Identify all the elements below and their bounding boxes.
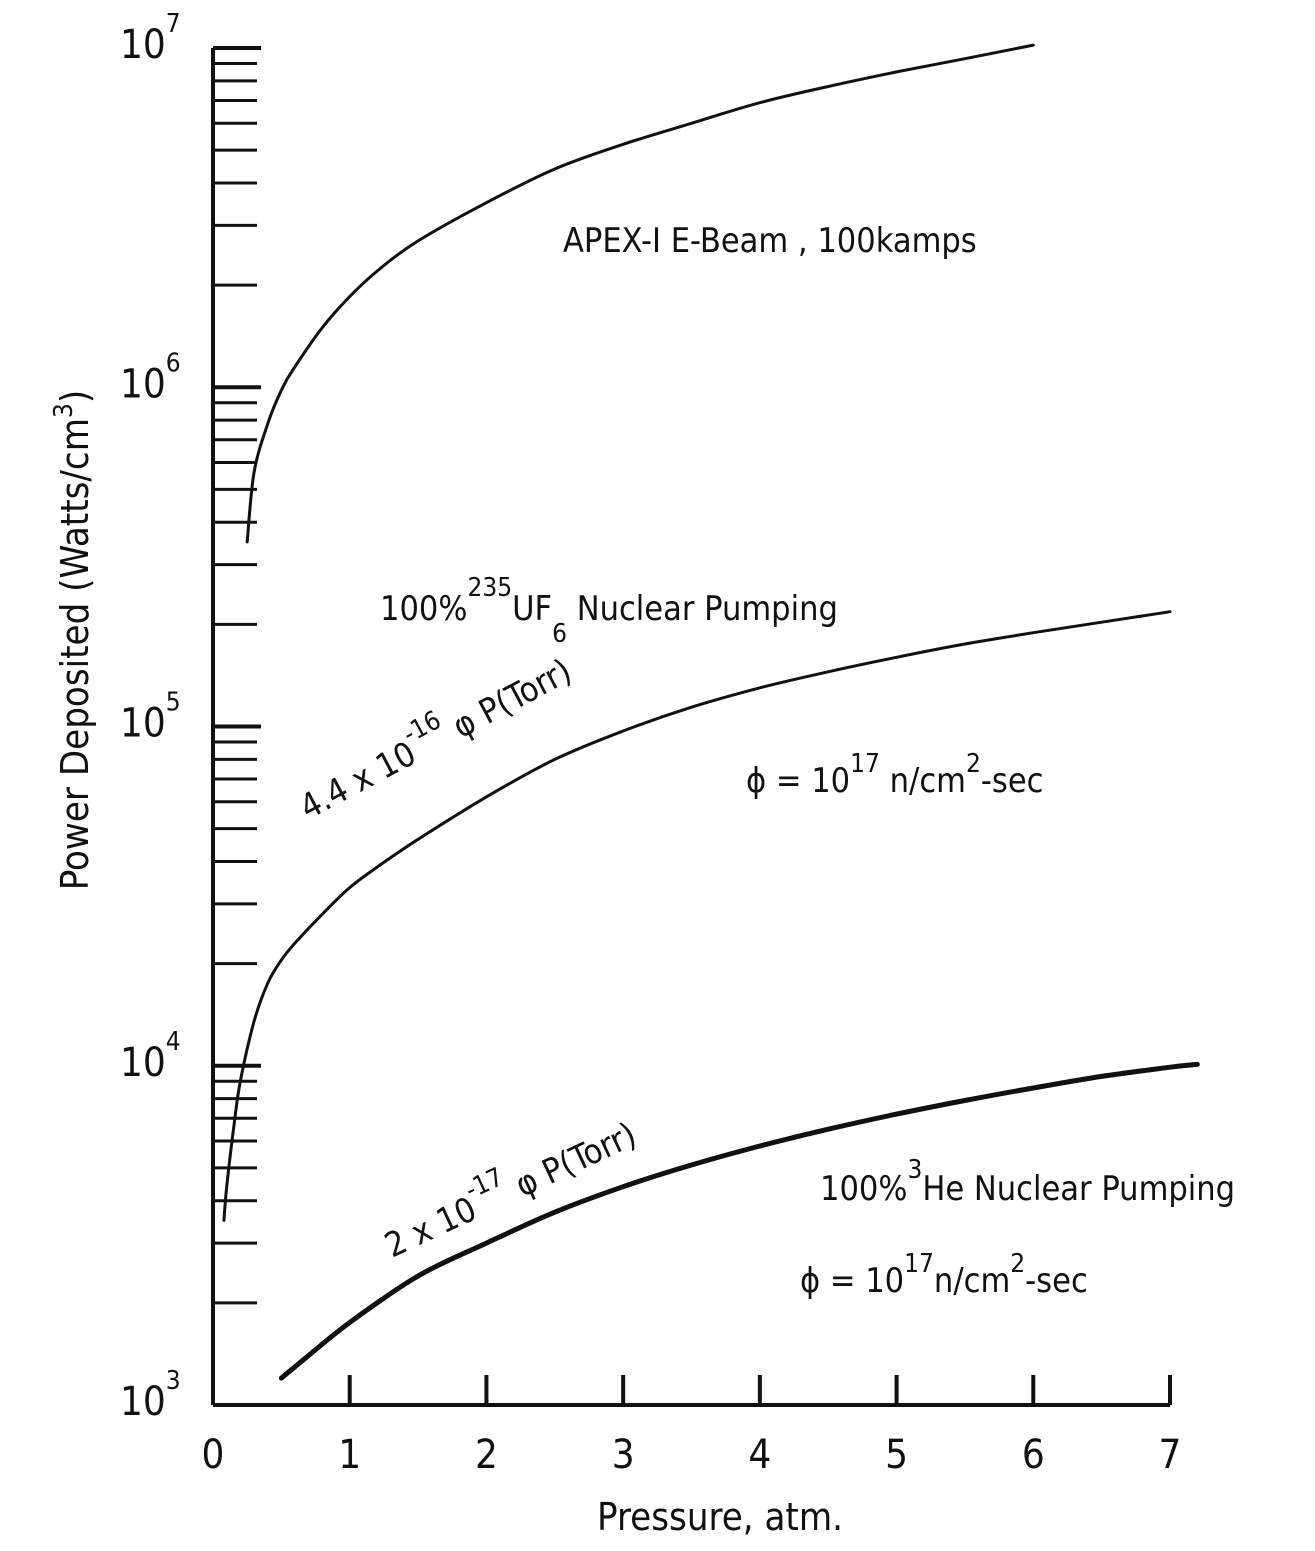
annotation-he3-formula-tail: φ P(Torr) — [500, 1115, 642, 1210]
annotation-flux-1-unit-exp: 2 — [966, 749, 981, 779]
annotation-flux-1-tail: -sec — [981, 761, 1044, 801]
annotation-flux-2-base: ϕ = 10 — [800, 1261, 904, 1301]
series-line-1 — [245, 43, 1035, 544]
x-tick-label: 4 — [748, 1432, 771, 1478]
annotation-uf6-mid: UF — [512, 589, 552, 629]
x-tick-label: 1 — [338, 1432, 361, 1478]
y-tick-label: 103 — [120, 1366, 181, 1425]
annotation-he3-post: He Nuclear Pumping — [922, 1169, 1235, 1209]
y-tick-label: 107 — [120, 9, 181, 68]
annotation-he3-sup: 3 — [907, 1155, 922, 1185]
y-tick-label: 106 — [120, 348, 181, 407]
x-axis-title: Pressure, atm. — [597, 1495, 843, 1539]
annotation-flux-2-tail: -sec — [1025, 1261, 1088, 1301]
x-tick-label: 3 — [612, 1432, 635, 1478]
annotation-flux-1: ϕ = 1017 n/cm2-sec — [746, 749, 1043, 801]
annotation-uf6-sub: 6 — [552, 619, 567, 649]
y-axis-title: Power Deposited (Watts/cm3) — [49, 390, 97, 891]
x-tick-label: 6 — [1022, 1432, 1045, 1478]
annotation-uf6-formula-base: 4.4 x 10 — [293, 734, 422, 828]
annotation-uf6-formula: 4.4 x 10-16 φ P(Torr) — [288, 641, 578, 828]
annotation-uf6: 100%235UF6 Nuclear Pumping — [380, 573, 838, 649]
annotation-uf6-post: Nuclear Pumping — [567, 589, 838, 629]
annotation-flux-1-exp: 17 — [850, 749, 880, 779]
y-tick-label: 104 — [120, 1027, 181, 1086]
annotation-he3: 100%3He Nuclear Pumping — [820, 1155, 1235, 1209]
x-tick-label: 7 — [1159, 1432, 1182, 1478]
x-tick-label: 2 — [475, 1432, 498, 1478]
annotation-uf6-formula-tail: φ P(Torr) — [438, 651, 579, 751]
annotation-he3-formula: 2 x 10-17 φ P(Torr) — [374, 1104, 643, 1266]
y-axis-title-text: Power Deposited (Watts/cm — [53, 418, 97, 890]
series-layer — [222, 43, 1200, 1381]
series-line-3 — [278, 1061, 1200, 1381]
annotation-he3-pre: 100% — [820, 1169, 907, 1209]
annotation-flux-1-unit: n/cm — [880, 761, 966, 801]
annotation-flux-2-unit-exp: 2 — [1010, 1249, 1025, 1279]
annotation-uf6-sup: 235 — [467, 573, 512, 603]
annotation-flux-2-unit: n/cm — [934, 1261, 1010, 1301]
annotation-flux-1-base: ϕ = 10 — [746, 761, 850, 801]
x-tick-label: 0 — [202, 1432, 225, 1478]
y-tick-label: 105 — [120, 688, 181, 747]
y-axis-title-sup: 3 — [49, 403, 79, 418]
annotation-uf6-pre: 100% — [380, 589, 467, 629]
annotation-flux-2-exp: 17 — [904, 1249, 934, 1279]
y-axis-title-close: ) — [53, 390, 97, 403]
series-line-2 — [222, 610, 1172, 1222]
axes: 103 104 105 106 107 0 1 2 3 4 5 6 7 — [120, 9, 1181, 1478]
annotation-flux-2: ϕ = 1017n/cm2-sec — [800, 1249, 1088, 1301]
annotation-he3-formula-base: 2 x 10 — [379, 1189, 483, 1266]
x-tick-label: 5 — [885, 1432, 908, 1478]
annotation-ebeam: APEX-I E-Beam , 100kamps — [563, 221, 977, 261]
